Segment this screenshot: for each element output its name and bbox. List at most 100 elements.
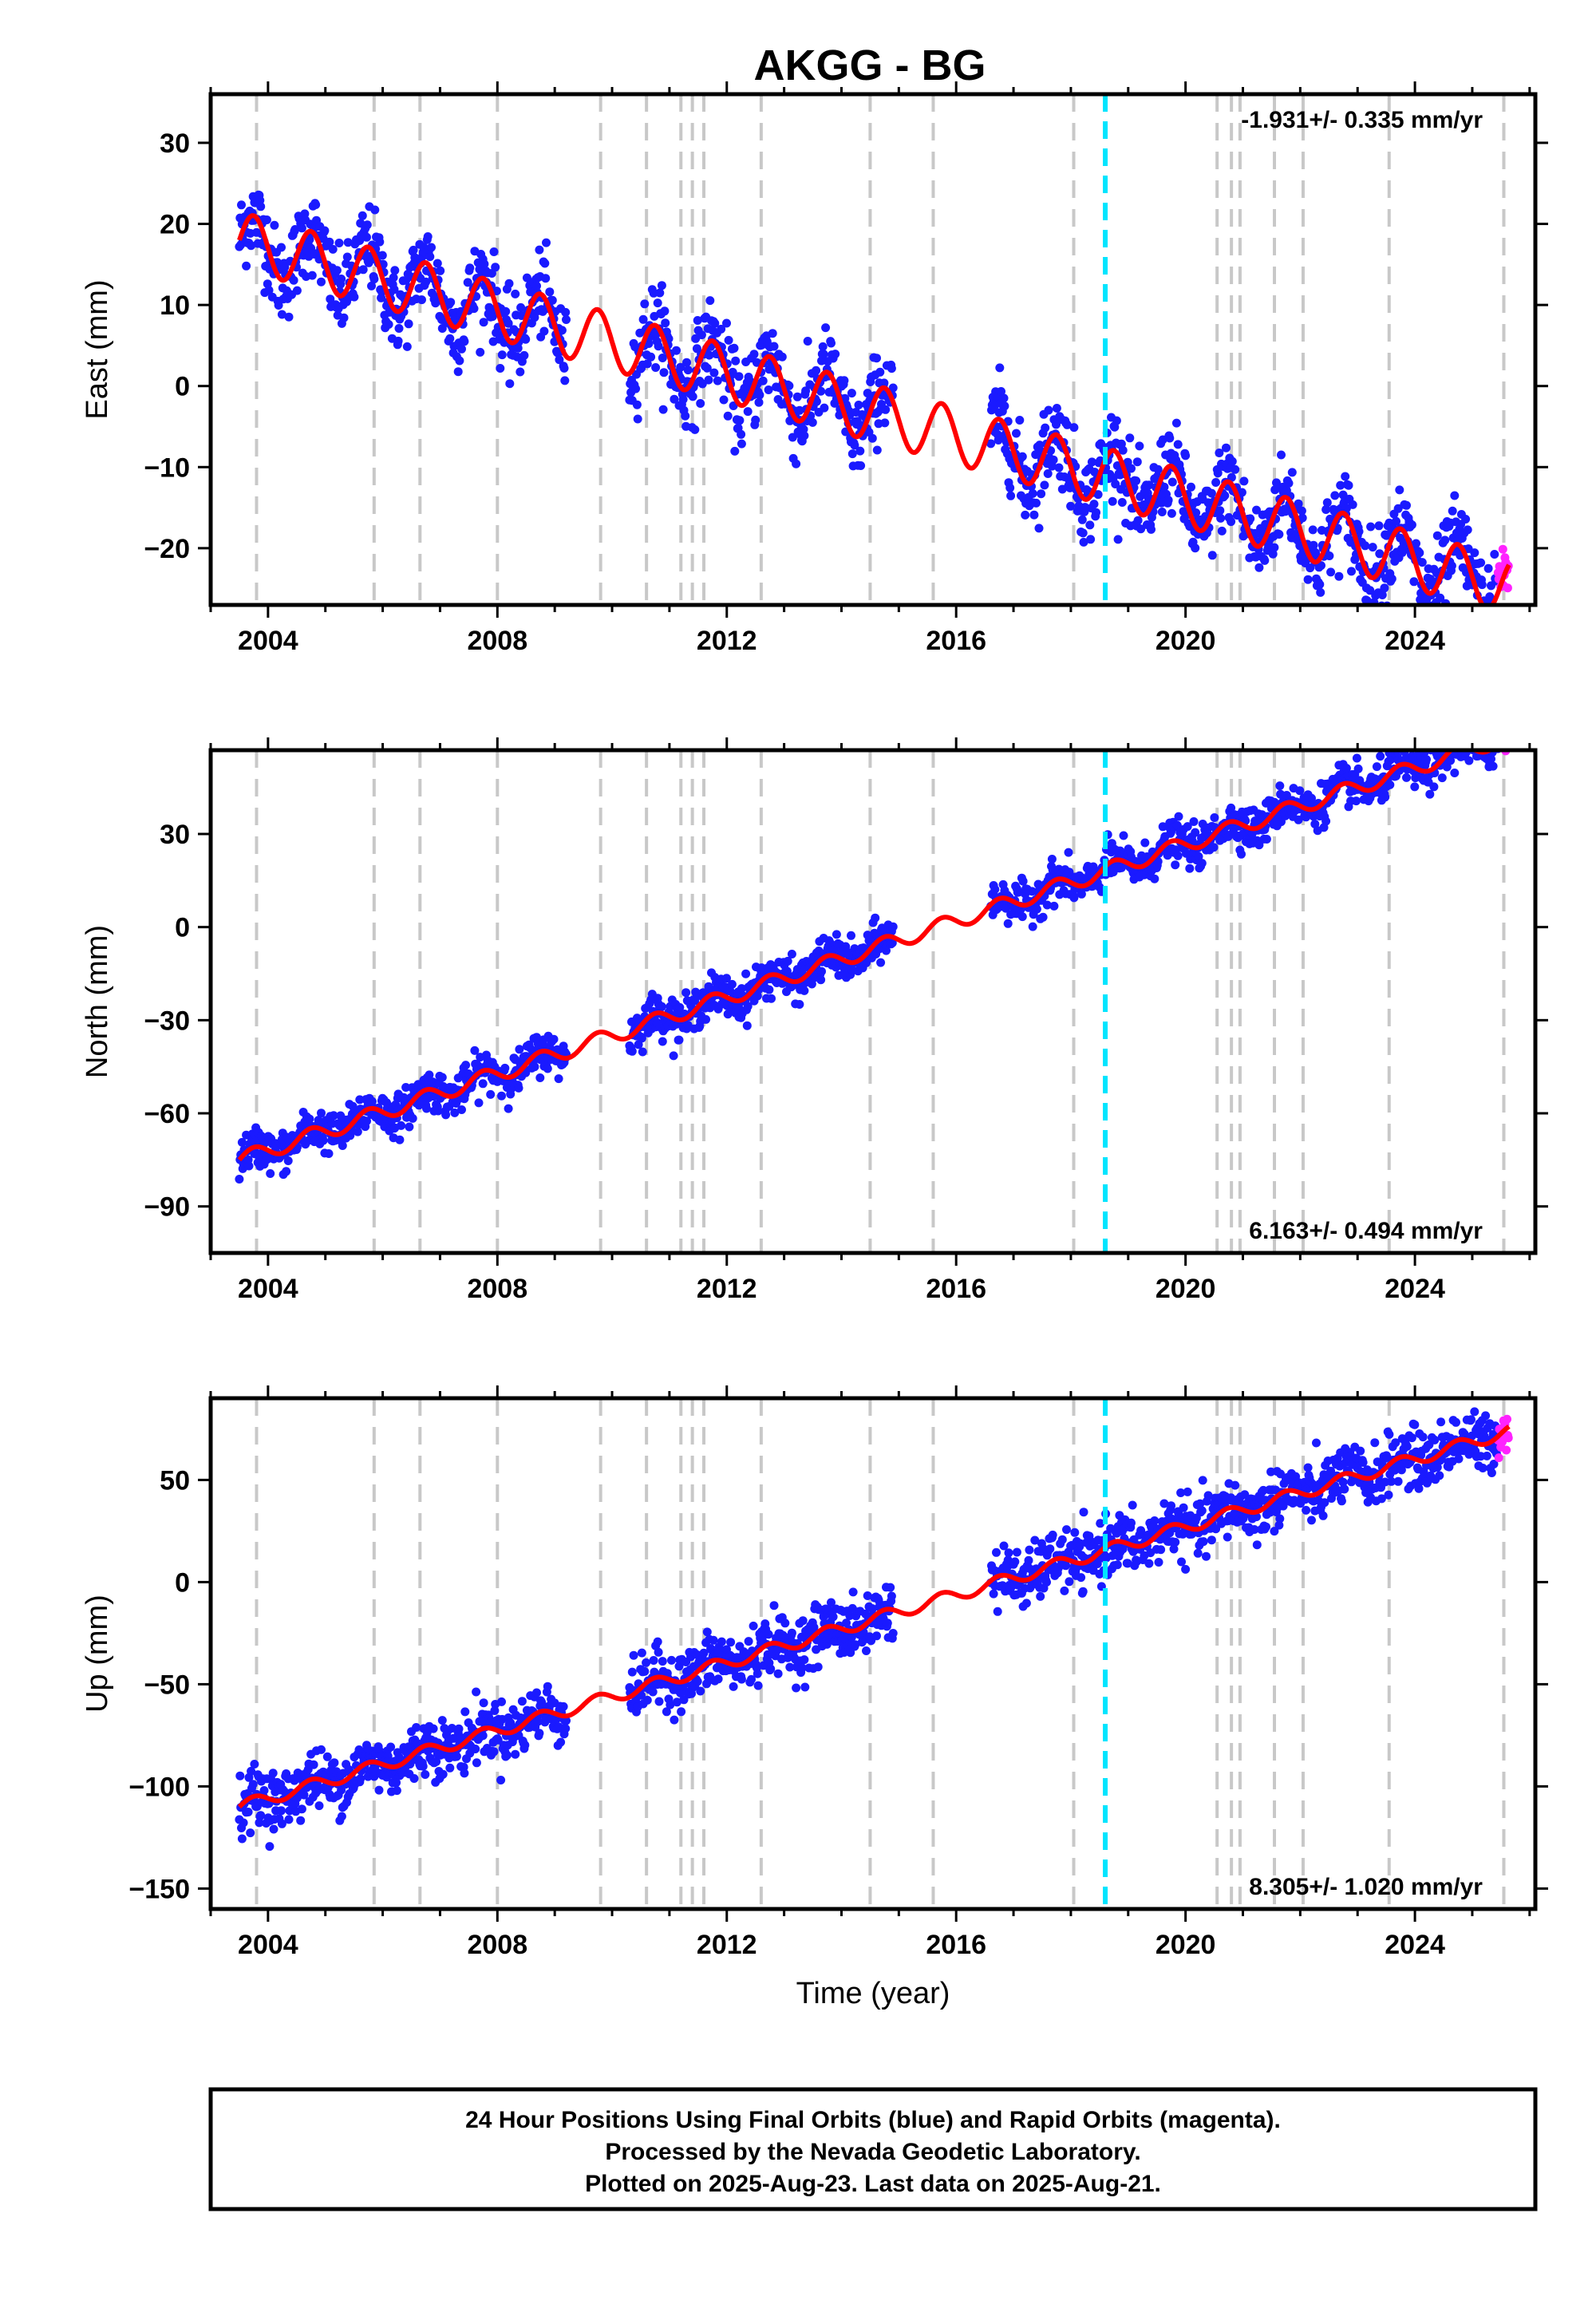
final-orbit-point bbox=[777, 978, 787, 988]
final-orbit-point bbox=[1191, 828, 1200, 837]
final-orbit-point bbox=[1159, 482, 1169, 492]
final-orbit-point bbox=[1021, 510, 1030, 520]
final-orbit-point bbox=[1489, 625, 1498, 634]
final-orbit-point bbox=[282, 1167, 291, 1176]
final-orbit-point bbox=[342, 252, 352, 262]
final-orbit-point bbox=[337, 275, 346, 283]
final-orbit-point bbox=[848, 1587, 858, 1597]
final-orbit-point bbox=[446, 298, 456, 307]
final-orbit-point bbox=[375, 237, 385, 247]
final-orbit-point bbox=[773, 1669, 783, 1678]
final-orbit-point bbox=[328, 244, 338, 254]
final-orbit-point bbox=[309, 1760, 318, 1769]
final-orbit-point bbox=[350, 292, 359, 302]
final-orbit-point bbox=[1086, 535, 1096, 544]
final-orbit-point bbox=[640, 1666, 650, 1676]
plot-frame bbox=[208, 92, 1538, 607]
final-orbit-point bbox=[511, 1749, 520, 1759]
final-orbit-point bbox=[1240, 1490, 1250, 1500]
final-orbit-point bbox=[847, 931, 855, 940]
final-orbit-point bbox=[389, 273, 398, 283]
final-orbit-point bbox=[478, 1079, 488, 1089]
final-orbit-point bbox=[539, 326, 549, 336]
final-orbit-point bbox=[717, 1637, 726, 1646]
final-orbit-point bbox=[1463, 741, 1472, 749]
final-orbit-point bbox=[1167, 1501, 1175, 1511]
final-orbit-point bbox=[318, 1136, 328, 1145]
final-orbit-point bbox=[1057, 1535, 1067, 1544]
final-orbit-point bbox=[1374, 521, 1384, 531]
final-orbit-point bbox=[854, 401, 863, 409]
final-orbit-point bbox=[795, 405, 804, 415]
final-orbit-point bbox=[888, 922, 898, 931]
final-orbit-point bbox=[654, 1697, 664, 1706]
final-orbit-point bbox=[1252, 1540, 1262, 1550]
final-orbit-point bbox=[1047, 855, 1057, 864]
final-orbit-point bbox=[1430, 606, 1439, 615]
final-orbit-point bbox=[496, 1776, 506, 1784]
final-orbit-point bbox=[1202, 1551, 1211, 1561]
final-orbit-point bbox=[337, 1812, 346, 1821]
final-orbit-point bbox=[1032, 904, 1041, 914]
final-orbit-point bbox=[264, 286, 274, 295]
final-orbit-point bbox=[317, 277, 326, 287]
final-orbit-point bbox=[1111, 480, 1120, 488]
final-orbit-point bbox=[659, 368, 669, 377]
final-orbit-point bbox=[751, 415, 760, 425]
final-orbit-point bbox=[1445, 730, 1454, 739]
final-orbit-point bbox=[1338, 1477, 1348, 1487]
final-orbit-point bbox=[1028, 922, 1037, 931]
final-orbit-point bbox=[486, 1089, 496, 1099]
final-orbit-point bbox=[782, 966, 792, 976]
final-orbit-point bbox=[728, 367, 737, 377]
final-orbit-point bbox=[1337, 1496, 1346, 1506]
final-orbit-point bbox=[1468, 724, 1477, 733]
final-orbit-point bbox=[284, 1815, 294, 1824]
final-orbit-point bbox=[489, 1747, 499, 1757]
final-orbit-point bbox=[297, 223, 306, 233]
final-orbit-point bbox=[792, 1683, 801, 1693]
final-orbit-point bbox=[1376, 752, 1385, 761]
final-orbit-point bbox=[669, 1051, 678, 1061]
final-orbit-point bbox=[1308, 525, 1317, 535]
final-orbit-point bbox=[277, 1819, 286, 1828]
final-orbit-point bbox=[749, 350, 759, 359]
final-orbit-point bbox=[535, 1073, 545, 1082]
final-orbit-point bbox=[818, 342, 828, 351]
final-orbit-point bbox=[682, 358, 691, 367]
final-orbit-point bbox=[769, 1601, 779, 1611]
final-orbit-point bbox=[1003, 919, 1013, 928]
final-orbit-point bbox=[1133, 516, 1143, 525]
final-orbit-point bbox=[1079, 537, 1088, 547]
final-orbit-point bbox=[1211, 478, 1221, 487]
figure-title: AKGG - BG bbox=[754, 41, 986, 89]
final-orbit-point bbox=[1483, 563, 1493, 573]
final-orbit-point bbox=[723, 411, 733, 421]
y-tick-label: −10 bbox=[144, 453, 190, 483]
final-orbit-point bbox=[1287, 468, 1297, 477]
final-orbit-point bbox=[993, 1607, 1002, 1616]
final-orbit-point bbox=[1054, 463, 1064, 472]
final-orbit-point bbox=[421, 1770, 430, 1779]
final-orbit-point bbox=[450, 1108, 460, 1117]
final-orbit-point bbox=[1125, 433, 1135, 443]
final-orbit-point bbox=[1385, 1429, 1394, 1439]
final-orbit-point bbox=[307, 271, 317, 280]
final-orbit-point bbox=[555, 355, 564, 365]
final-orbit-point bbox=[447, 1724, 456, 1733]
final-orbit-point bbox=[1402, 1441, 1412, 1451]
final-orbit-point bbox=[730, 446, 740, 456]
final-orbit-point bbox=[358, 265, 368, 275]
y-axis-label: East (mm) bbox=[81, 279, 114, 419]
final-orbit-point bbox=[535, 245, 544, 255]
final-orbit-point bbox=[1210, 813, 1219, 822]
final-orbit-point bbox=[362, 220, 372, 230]
rapid-orbit-point bbox=[1500, 734, 1509, 743]
final-orbit-point bbox=[688, 392, 697, 401]
final-orbit-point bbox=[1384, 1490, 1393, 1500]
final-orbit-point bbox=[638, 1047, 647, 1057]
final-orbit-point bbox=[554, 1074, 563, 1084]
final-orbit-point bbox=[713, 376, 722, 385]
final-orbit-point bbox=[235, 1771, 245, 1780]
